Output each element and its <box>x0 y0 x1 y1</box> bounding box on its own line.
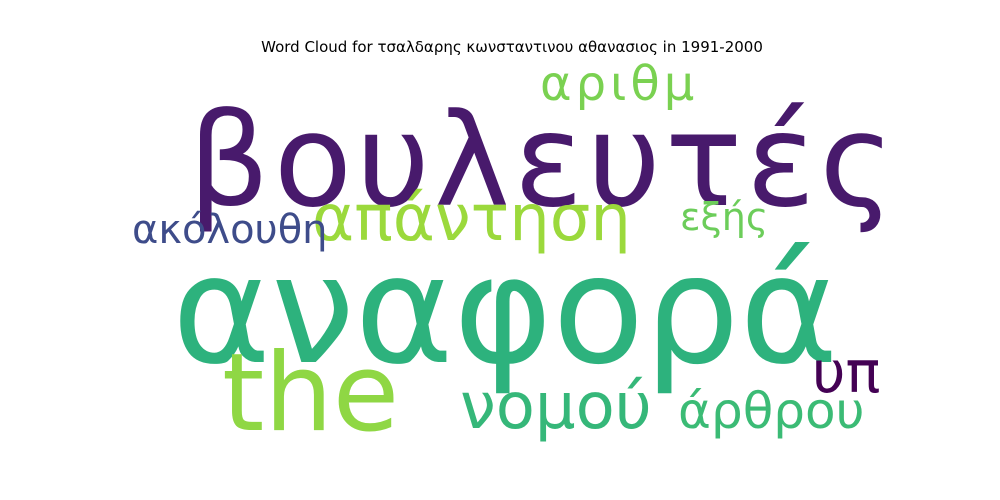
word-8: ακόλουθη <box>132 207 328 253</box>
chart-title: Word Cloud for τσαλδαρης κωνσταντινου αθ… <box>261 38 763 56</box>
word-5: άρθρου <box>678 382 865 440</box>
word-2: the <box>222 331 399 456</box>
word-4: νομού <box>460 370 652 444</box>
word-1: αναφορά <box>172 224 838 398</box>
word-7: υπ <box>812 338 880 406</box>
word-0: βουλευτές <box>188 87 898 236</box>
word-6: αριθμ <box>540 56 698 112</box>
word-3: απάντηση <box>312 182 631 256</box>
word-9: εξής <box>680 195 768 239</box>
